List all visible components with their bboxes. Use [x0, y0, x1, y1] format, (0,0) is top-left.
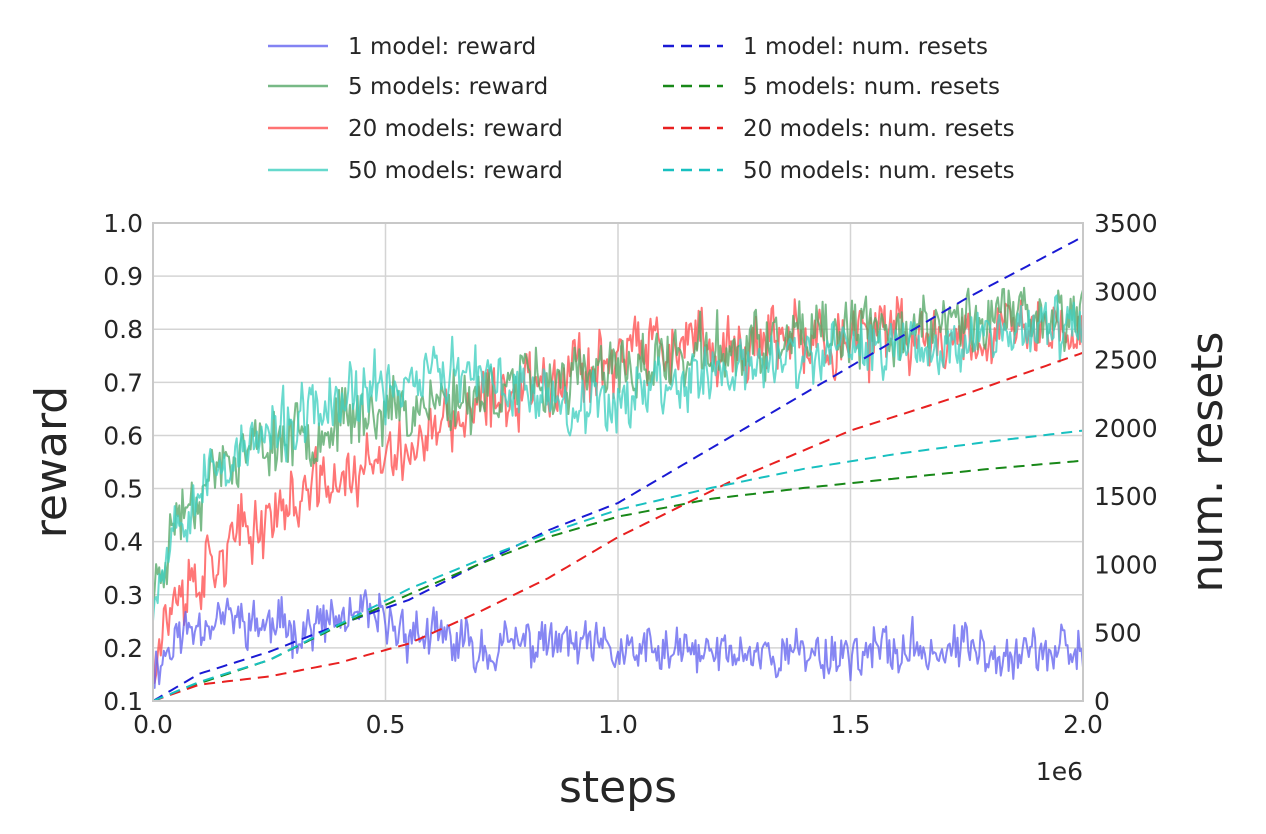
legend-label: 50 models: num. resets: [743, 158, 1015, 184]
y2-tick-label: 500: [1094, 619, 1142, 648]
y-tick-label: 0.8: [103, 315, 143, 344]
plot-frame: [152, 222, 1084, 702]
x-tick-label: 0.0: [133, 710, 173, 739]
x-axis-ticks: 0.0 0.5 1.0 1.5 2.0: [133, 710, 1103, 739]
y-tick-label: 0.9: [103, 262, 143, 291]
y2-tick-label: 0: [1094, 687, 1110, 716]
legend-label: 20 models: num. resets: [743, 116, 1015, 142]
y2-tick-label: 1500: [1094, 482, 1158, 511]
x-tick-label: 1.5: [831, 710, 871, 739]
y-tick-label: 0.4: [103, 528, 143, 557]
y2-tick-label: 1000: [1094, 550, 1158, 579]
y-tick-label: 0.3: [103, 581, 143, 610]
y2-axis-title: num. resets: [1182, 332, 1233, 593]
y-tick-label: 0.5: [103, 475, 143, 504]
legend-label: 5 models: reward: [348, 74, 548, 100]
series-line-resets: [152, 351, 1084, 702]
series-layer: [152, 235, 1084, 702]
legend: 1 model: reward 5 models: reward 20 models…: [268, 34, 1015, 184]
y-tick-label: 0.2: [103, 634, 143, 663]
y2-tick-label: 2000: [1094, 414, 1158, 443]
y-tick-label: 0.6: [103, 421, 143, 450]
x-tick-label: 1.0: [598, 710, 638, 739]
y-tick-label: 0.1: [103, 687, 143, 716]
y2-tick-label: 3000: [1094, 277, 1158, 306]
series-line-resets: [152, 429, 1084, 702]
legend-label: 20 models: reward: [348, 116, 563, 142]
x-tick-label: 0.5: [366, 710, 406, 739]
series-line-resets: [152, 235, 1084, 702]
legend-label: 5 models: num. resets: [743, 74, 1000, 100]
legend-label: 1 model: reward: [348, 34, 536, 60]
x-tick-label: 2.0: [1063, 710, 1103, 739]
y-axis-title: reward: [26, 386, 77, 538]
legend-label: 1 model: num. resets: [743, 34, 988, 60]
legend-label: 50 models: reward: [348, 158, 563, 184]
x-offset-label: 1e6: [1036, 757, 1083, 786]
x-axis-title: steps: [559, 762, 677, 813]
series-line-reward: [152, 589, 1084, 689]
y2-tick-label: 3500: [1094, 209, 1158, 238]
y2-tick-label: 2500: [1094, 346, 1158, 375]
y-tick-label: 1.0: [103, 209, 143, 238]
series-line-reward: [152, 286, 1084, 609]
y-axis-ticks: 0.1 0.2 0.3 0.4 0.5 0.6 0.7 0.8 0.9 1.0: [103, 209, 143, 716]
y2-axis-ticks: 0 500 1000 1500 2000 2500 3000 3500: [1094, 209, 1158, 716]
y-tick-label: 0.7: [103, 368, 143, 397]
series-line-reward: [152, 294, 1084, 622]
